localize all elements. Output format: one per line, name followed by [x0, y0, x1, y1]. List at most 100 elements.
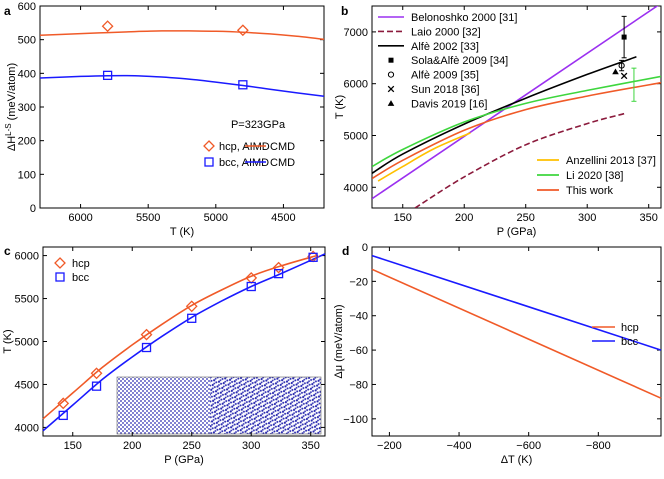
x-tick-label: 5500 [136, 212, 160, 224]
inset-snapshot-ordered [117, 377, 210, 434]
data-point-hcp [185, 300, 198, 313]
legend-text: bcc, AIMD [219, 157, 269, 169]
legend-marker-bcc-aimd [204, 157, 214, 167]
x-tick-label: −600 [516, 440, 541, 452]
legend-text: Laio 2000 [32] [411, 26, 481, 38]
data-point-bcc [91, 381, 102, 391]
y-tick-label: 4000 [344, 182, 368, 194]
inset-snapshot-liquid [210, 377, 321, 434]
series-line-hcp [42, 254, 317, 420]
y-axis-label: T (K) [334, 95, 346, 119]
legend-text: Sun 2018 [36] [411, 84, 480, 96]
y-tick-label: 0 [362, 242, 368, 254]
data-point-bcc [58, 410, 68, 421]
data-point-bcc [246, 281, 256, 292]
y-axis-label: Δμ (meV/atom) [333, 304, 345, 378]
x-tick-label: −800 [586, 440, 611, 452]
x-tick-label: 6000 [68, 212, 92, 224]
panel-label: a [4, 4, 11, 18]
legend-text: This work [566, 185, 614, 197]
series-line [372, 6, 659, 200]
y-tick-label: 4000 [15, 422, 39, 434]
y-tick-label: 300 [18, 102, 36, 114]
y-axis-label: T (K) [2, 329, 14, 353]
legend-marker [388, 57, 394, 63]
legend-marker [387, 100, 395, 106]
series-line [372, 81, 661, 180]
data-point-diamond [101, 20, 114, 33]
legend-marker [387, 71, 395, 78]
legend-marker-hcp-aimd [203, 140, 215, 152]
legend-text: Alfè 2002 [33] [411, 41, 479, 53]
y-tick-label: 100 [18, 169, 36, 181]
series-line-hcp-cmd [39, 30, 325, 41]
data-point-bcc [141, 342, 152, 353]
x-axis-label: ΔT (K) [501, 454, 533, 466]
data-point [618, 62, 625, 69]
pressure-annotation: P=323GPa [231, 119, 286, 131]
x-tick-label: 4500 [271, 212, 295, 224]
y-tick-label: 600 [18, 1, 36, 13]
y-tick-label: −60 [349, 345, 368, 357]
x-tick-label: 200 [455, 212, 473, 224]
legend-text: CMD [270, 141, 295, 153]
x-tick-label: 250 [183, 440, 201, 452]
x-tick-label: 150 [64, 440, 82, 452]
data-point-bcc [308, 252, 318, 262]
x-tick-label: 150 [394, 212, 412, 224]
panel-label: b [341, 4, 348, 18]
legend-text: Sola&Alfè 2009 [34] [411, 55, 508, 67]
series-line [372, 56, 637, 174]
x-axis-label: P (GPa) [497, 226, 537, 238]
x-tick-label: 200 [123, 440, 141, 452]
x-tick-label: 300 [242, 440, 260, 452]
x-axis-label: P (GPa) [164, 454, 204, 466]
legend-text: hcp [621, 322, 639, 334]
plot-frame [39, 5, 325, 209]
series-line-bcc-cmd [39, 74, 325, 97]
panel-a: 6000 5500 5000 4500 0 100 200 300 400 500 600 T (K)… [4, 1, 325, 238]
plot-area [372, 6, 661, 208]
panel-d: −200 −400 −600 −800 0 −20 −40 −60 −80 −100 ΔT (K) d… [333, 242, 662, 466]
y-tick-label: −100 [343, 414, 368, 426]
data-point-bcc [187, 313, 197, 323]
x-tick-label: 5000 [204, 212, 228, 224]
series-line-bcc [42, 253, 326, 432]
data-point [620, 72, 628, 80]
y-tick-label: 6000 [15, 251, 39, 263]
panel-c: 150 200 250 300 350 4000 4500 5000 5500 6000 P (GP… [2, 244, 326, 466]
legend-text: Anzellini 2013 [37] [566, 155, 656, 167]
legend-text: Belonoshko 2000 [31] [411, 12, 517, 24]
data-point-square [102, 70, 113, 81]
y-tick-label: 5500 [15, 294, 39, 306]
x-tick-label: 300 [578, 212, 596, 224]
series-line-hcp [371, 268, 662, 399]
legend-marker [387, 85, 395, 93]
y-tick-label: 0 [30, 203, 36, 215]
legend-text: hcp [72, 258, 90, 270]
data-point-hcp [57, 397, 70, 410]
legend-text: Alfè 2009 [35] [411, 70, 479, 82]
legend-text: hcp, AIMD [219, 141, 270, 153]
data-point [621, 34, 627, 40]
series-line-bcc [371, 254, 662, 351]
x-tick-label: 250 [517, 212, 535, 224]
series-line [372, 75, 661, 168]
legend-marker-hcp [54, 257, 66, 269]
y-tick-label: 5000 [15, 337, 39, 349]
data-point-hcp [90, 367, 103, 380]
y-tick-label: −40 [349, 311, 368, 323]
x-tick-label: 350 [302, 440, 320, 452]
series-line [414, 112, 625, 208]
x-axis-label: T (K) [170, 226, 194, 238]
y-tick-label: 200 [18, 136, 36, 148]
y-tick-label: −80 [349, 379, 368, 391]
x-tick-label: 350 [640, 212, 658, 224]
panel-label: c [4, 244, 11, 258]
data-point-square [238, 80, 248, 90]
panel-b: 150 200 250 300 350 4000 5000 6000 7000 P (GPa) b T… [334, 4, 662, 238]
legend-marker-bcc [55, 272, 65, 282]
legend-text: Li 2020 [38] [566, 170, 624, 182]
y-axis-label: ΔHL-S (meV/atom) [4, 63, 19, 151]
